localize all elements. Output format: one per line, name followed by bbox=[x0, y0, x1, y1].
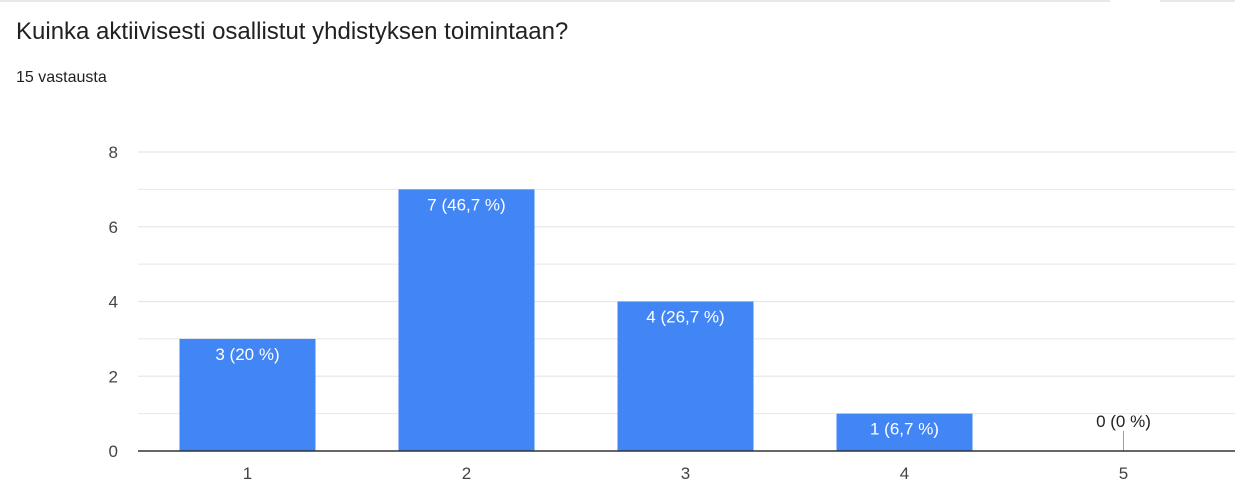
bar bbox=[836, 413, 973, 451]
bar bbox=[398, 189, 535, 451]
y-tick-label: 6 bbox=[109, 218, 118, 237]
y-tick-label: 0 bbox=[109, 442, 118, 461]
bar-data-label: 4 (26,7 %) bbox=[646, 308, 724, 327]
bar-data-label: 7 (46,7 %) bbox=[427, 195, 505, 214]
y-tick-label: 4 bbox=[109, 293, 118, 312]
x-tick-label: 3 bbox=[681, 464, 690, 483]
x-tick-label: 1 bbox=[243, 464, 252, 483]
x-tick-label: 4 bbox=[900, 464, 909, 483]
x-tick-label: 5 bbox=[1119, 464, 1128, 483]
top-divider-right bbox=[1160, 0, 1235, 2]
bar bbox=[617, 301, 754, 451]
bar-data-label: 1 (6,7 %) bbox=[870, 420, 939, 439]
bar-data-label: 0 (0 %) bbox=[1096, 412, 1151, 431]
y-tick-label: 2 bbox=[109, 367, 118, 386]
bar-data-label: 3 (20 %) bbox=[215, 345, 279, 364]
top-divider bbox=[0, 0, 1110, 2]
question-title: Kuinka aktiivisesti osallistut yhdistyks… bbox=[16, 18, 569, 45]
bar bbox=[179, 338, 316, 451]
x-tick-label: 2 bbox=[462, 464, 471, 483]
response-count: 15 vastausta bbox=[16, 69, 107, 86]
y-tick-label: 8 bbox=[109, 143, 118, 162]
